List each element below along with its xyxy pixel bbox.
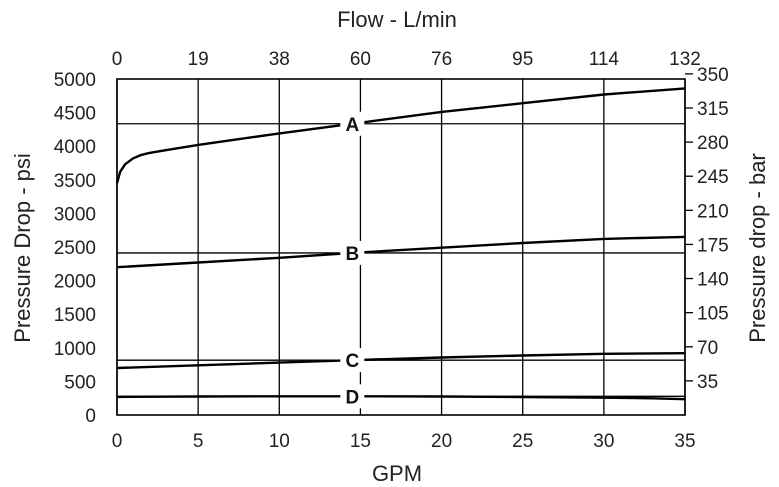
- bottom-axis-title: GPM: [372, 461, 422, 486]
- top-tick-label-5: 95: [512, 49, 533, 70]
- left-tick-label-7: 3500: [54, 171, 96, 192]
- bottom-tick-label-6: 30: [593, 431, 614, 452]
- right-tick-label-3: 140: [697, 270, 729, 291]
- right-tick-label-2: 105: [697, 304, 729, 325]
- right-axis-title: Pressure drop - bar: [745, 153, 770, 343]
- right-tick-label-5: 210: [697, 201, 729, 222]
- bottom-tick-label-7: 35: [674, 431, 695, 452]
- bottom-tick-label-3: 15: [350, 431, 371, 452]
- left-tick-label-2: 1000: [54, 339, 96, 360]
- top-tick-label-3: 60: [350, 49, 371, 70]
- curve-label-b: B: [345, 244, 359, 265]
- right-tick-label-7: 280: [697, 133, 729, 154]
- bottom-tick-label-5: 25: [512, 431, 533, 452]
- left-tick-label-0: 0: [85, 406, 96, 427]
- top-tick-label-6: 114: [589, 49, 620, 70]
- right-tick-label-9: 350: [697, 65, 729, 86]
- curve-label-c: C: [345, 351, 359, 372]
- left-tick-label-8: 4000: [54, 137, 96, 158]
- right-tick-label-6: 245: [697, 167, 729, 188]
- left-axis-title: Pressure Drop - psi: [10, 153, 35, 343]
- right-tick-label-0: 35: [697, 372, 718, 393]
- right-tick-label-1: 70: [697, 338, 718, 359]
- left-tick-label-5: 2500: [54, 238, 96, 259]
- top-tick-label-2: 38: [269, 49, 290, 70]
- horizontal-reference-lines: [117, 124, 685, 397]
- curve-a: [117, 88, 685, 183]
- right-tick-label-4: 175: [697, 235, 729, 256]
- left-tick-label-10: 5000: [54, 70, 96, 91]
- bottom-tick-label-2: 10: [269, 431, 290, 452]
- top-tick-label-4: 76: [431, 49, 452, 70]
- right-tick-label-8: 315: [697, 99, 729, 120]
- left-tick-label-9: 4500: [54, 104, 96, 125]
- top-axis-title: Flow - L/min: [337, 7, 457, 32]
- left-tick-label-4: 2000: [54, 272, 96, 293]
- curve-d: [117, 396, 685, 399]
- top-tick-label-1: 19: [188, 49, 209, 70]
- left-tick-label-6: 3000: [54, 204, 96, 225]
- left-tick-label-1: 500: [64, 372, 96, 393]
- bottom-tick-label-4: 20: [431, 431, 452, 452]
- curve-b: [117, 237, 685, 267]
- bottom-tick-label-1: 5: [193, 431, 204, 452]
- curve-label-d: D: [345, 387, 359, 408]
- top-tick-label-0: 0: [112, 49, 123, 70]
- bottom-tick-label-0: 0: [112, 431, 123, 452]
- curve-label-a: A: [345, 115, 359, 136]
- left-tick-label-3: 1500: [54, 305, 96, 326]
